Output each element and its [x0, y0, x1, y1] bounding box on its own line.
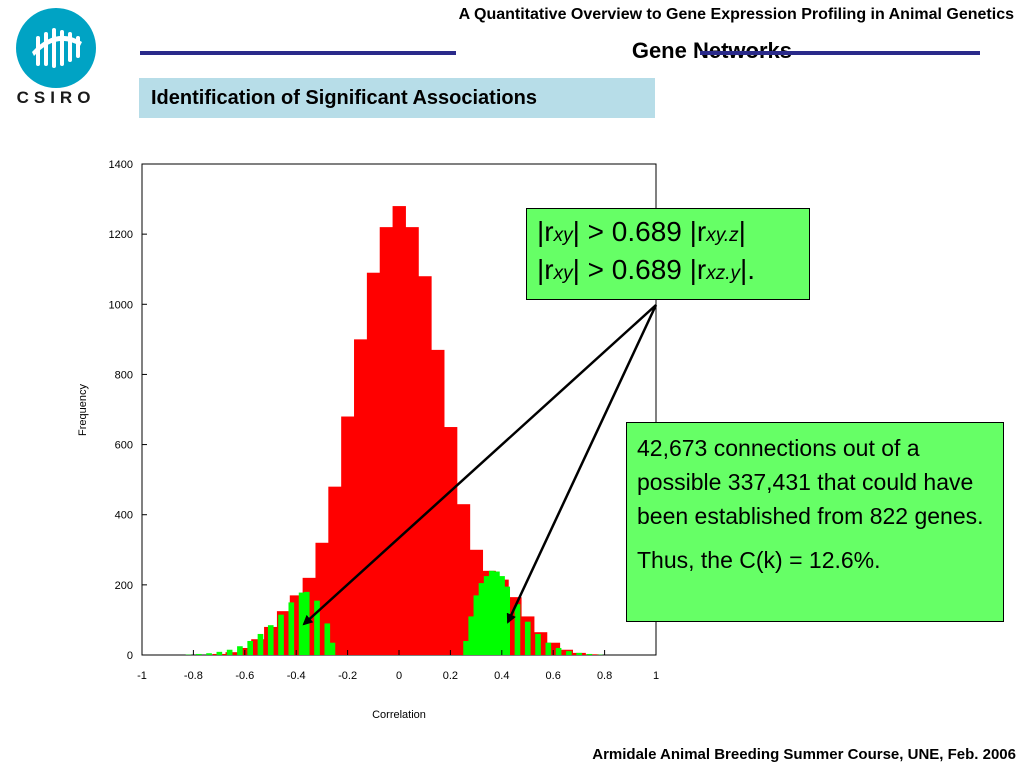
x-axis-label: Correlation: [372, 709, 426, 721]
histogram-bar: [288, 602, 295, 655]
histogram-bar: [392, 206, 406, 656]
histogram-bar: [278, 614, 284, 655]
histogram-bar: [328, 486, 342, 655]
histogram-bar: [354, 339, 368, 655]
histogram-bar: [267, 625, 274, 655]
histogram-bar: [226, 649, 233, 655]
histogram-bar: [405, 227, 419, 655]
x-tick-label: -0.2: [338, 670, 357, 682]
histogram-bar: [341, 416, 355, 655]
histogram-bar: [499, 576, 505, 655]
y-tick-label: 1400: [109, 159, 133, 171]
section-title: Gene Networks: [140, 38, 800, 64]
histogram-bar: [329, 642, 336, 655]
histogram-bar: [216, 651, 223, 655]
histogram-bar: [257, 633, 264, 655]
histogram-bar: [195, 653, 202, 655]
histogram-bar: [468, 616, 475, 655]
histogram-bar: [206, 653, 212, 655]
x-tick-label: 0.6: [546, 670, 561, 682]
y-axis-label: Frequency: [77, 384, 89, 436]
x-tick-label: 0.8: [597, 670, 612, 682]
x-tick-label: 0: [396, 670, 402, 682]
x-tick-label: 0.2: [443, 670, 458, 682]
y-tick-label: 200: [115, 580, 133, 592]
histogram-bar: [324, 623, 331, 655]
histogram-bar: [379, 227, 394, 655]
section-rule-left: [140, 51, 456, 55]
presentation-title: A Quantitative Overview to Gene Expressi…: [458, 6, 1014, 23]
histogram-bar: [314, 600, 320, 655]
section-rule-right: [700, 51, 980, 55]
y-tick-label: 600: [115, 440, 133, 452]
histogram-bar: [483, 576, 490, 655]
y-tick-label: 400: [115, 510, 133, 522]
histogram-bar: [303, 591, 310, 655]
histogram-bar: [456, 504, 471, 655]
histogram-bar: [566, 651, 572, 655]
histogram-bar: [545, 642, 552, 655]
connections-text: 42,673 connections out of a possible 337…: [637, 435, 984, 529]
y-tick-label: 1000: [109, 299, 133, 311]
histogram-bar: [488, 570, 495, 655]
histogram-bar: [298, 592, 305, 655]
logo-text: CSIRO: [16, 88, 96, 107]
histogram-bar: [504, 586, 511, 655]
histogram-bar: [431, 349, 445, 655]
x-tick-label: 1: [653, 670, 659, 682]
histogram-bar: [366, 272, 381, 655]
threshold-line-1: |rxy| > 0.689 |rxy.z|: [537, 216, 746, 247]
histogram-bar: [443, 427, 458, 655]
threshold-line-2: |rxy| > 0.689 |rxz.y|.: [537, 254, 756, 285]
histogram-bar: [494, 571, 500, 655]
csiro-globe-icon: [16, 8, 96, 88]
histogram-bar: [247, 640, 254, 655]
subtitle-box: Identification of Significant Associatio…: [139, 78, 655, 118]
y-tick-label: 800: [115, 369, 133, 381]
histogram-bar: [463, 640, 469, 655]
axes: -1 -0.8 -0.6 -0.4 -0.2 0 0.2 0.4 0.6 0.8 1 0 200 400 6…: [109, 159, 660, 682]
histogram-bar: [237, 646, 243, 655]
x-tick-label: -1: [137, 670, 147, 682]
histogram-bar: [555, 647, 562, 655]
threshold-callout: |rxy| > 0.689 |rxy.z| |rxy| > 0.689 |rxz…: [526, 208, 810, 300]
histogram-bar: [576, 652, 582, 655]
y-tick-label: 1200: [109, 229, 133, 241]
y-tick-label: 0: [127, 650, 133, 662]
histogram-bar: [586, 653, 593, 655]
ck-text: Thus, the C(k) = 12.6%.: [637, 547, 881, 573]
footer-text: Armidale Animal Breeding Summer Course, …: [592, 746, 1016, 763]
histogram-bar: [418, 276, 432, 655]
x-tick-label: -0.8: [184, 670, 203, 682]
connections-callout: 42,673 connections out of a possible 337…: [626, 422, 1004, 622]
x-tick-label: 0.4: [494, 670, 509, 682]
x-tick-label: -0.6: [235, 670, 254, 682]
histogram-bar: [478, 583, 485, 655]
histogram-bar: [514, 604, 521, 655]
histogram-bar: [473, 595, 480, 655]
csiro-logo: CSIRO: [14, 8, 98, 108]
section-header: Gene Networks: [140, 38, 980, 68]
x-tick-label: -0.4: [287, 670, 306, 682]
histogram-bar: [535, 633, 541, 655]
histogram-bar: [524, 621, 531, 655]
